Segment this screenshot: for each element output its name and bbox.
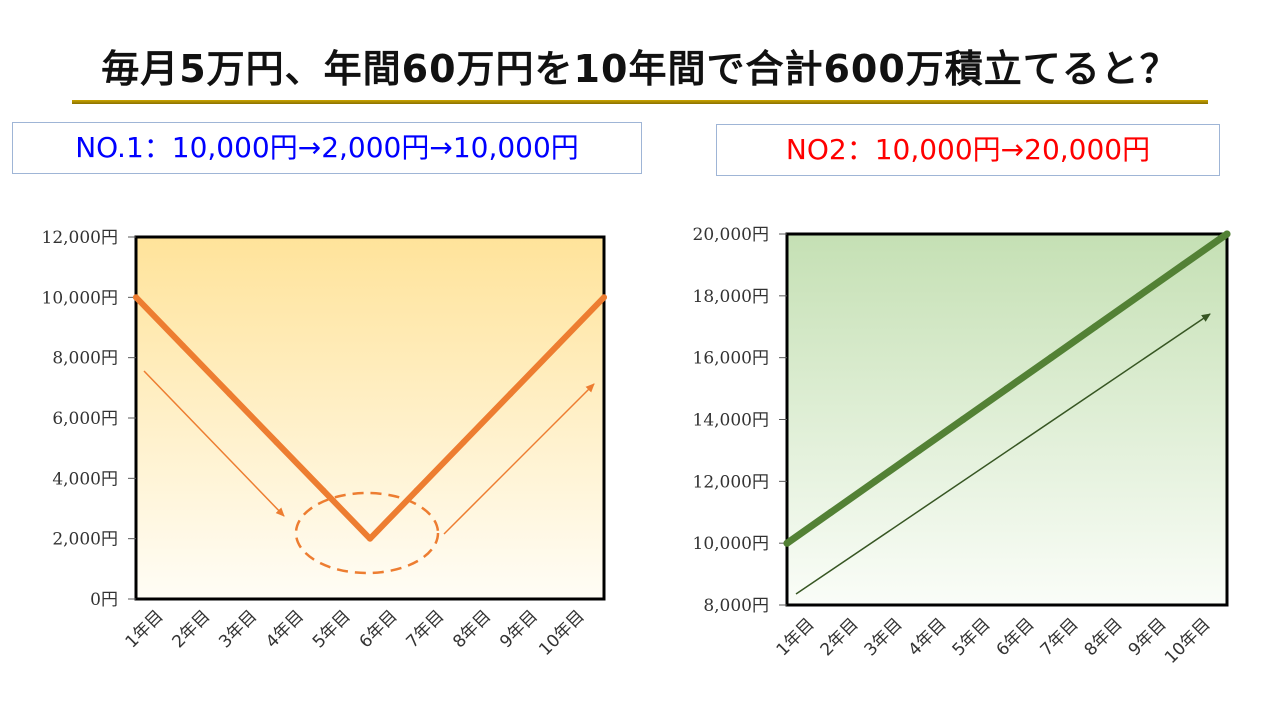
c1-x-tick-label: 4年目 <box>262 606 308 652</box>
c2-data-point <box>959 416 967 423</box>
c1-data-point <box>179 342 186 349</box>
c2-x-tick-label: 6年目 <box>993 614 1039 660</box>
c2-x-tick-label: 3年目 <box>861 614 907 660</box>
chart-2-up-arrow <box>795 313 1211 595</box>
chart-1-minimum-dashed-ellipse <box>294 491 440 575</box>
c2-x-tick-label: 1年目 <box>773 614 819 660</box>
c2-y-tick-label: 20,000円 <box>693 225 769 245</box>
chart-1-up-arrow <box>443 383 595 535</box>
c2-data-point <box>783 539 791 547</box>
c2-y-tick-label: 8,000円 <box>703 596 769 616</box>
c2-data-point <box>1179 261 1187 269</box>
c1-x-tick-label: 8年目 <box>449 606 495 652</box>
title-underline <box>72 100 1208 104</box>
c1-data-point <box>460 439 467 446</box>
chart-1-plot-area <box>134 235 606 601</box>
c2-y-tick-label: 16,000円 <box>693 349 769 369</box>
c1-x-tick-label: 2年目 <box>168 606 214 652</box>
chart-1-down-arrow <box>143 370 285 517</box>
c1-x-tick-label: 6年目 <box>356 606 402 652</box>
c2-data-point <box>871 477 879 485</box>
c2-y-tick-label: 14,000円 <box>693 411 769 431</box>
c1-x-tick-label: 1年目 <box>122 606 168 652</box>
c2-data-point <box>1091 323 1099 331</box>
c1-data-point <box>601 294 607 301</box>
c2-data-point <box>827 508 835 516</box>
c2-x-tick-label: 8年目 <box>1081 614 1127 660</box>
c1-y-tick-label: 0円 <box>90 590 118 610</box>
c1-data-point <box>507 390 514 397</box>
c2-y-tick-label: 18,000円 <box>693 287 769 307</box>
c1-y-tick-label: 2,000円 <box>52 530 118 550</box>
c2-x-tick-label: 5年目 <box>949 614 995 660</box>
c2-x-tick-label: 4年目 <box>905 614 951 660</box>
c1-x-tick-label: 3年目 <box>215 606 261 652</box>
c1-data-point <box>554 342 561 349</box>
c1-data-point <box>273 439 280 446</box>
c1-data-point <box>226 390 233 397</box>
c2-data-point <box>1047 354 1055 362</box>
c1-data-point <box>320 487 327 494</box>
c2-data-point <box>1135 292 1143 300</box>
c1-x-tick-label: 5年目 <box>309 606 355 652</box>
c1-x-tick-label: 10年目 <box>535 606 588 659</box>
c2-x-tick-label: 2年目 <box>817 614 863 660</box>
c1-y-tick-label: 12,000円 <box>42 228 118 248</box>
c2-data-point <box>1003 385 1011 393</box>
c1-y-tick-label: 8,000円 <box>52 349 118 369</box>
scenario-1-label: NO.1：10,000円→2,000円→10,000円 <box>12 122 642 174</box>
scenario-2-label: NO2：10,000円→20,000円 <box>716 124 1220 176</box>
c1-x-tick-label: 7年目 <box>402 606 448 652</box>
c1-data-point <box>367 535 373 542</box>
page-title: 毎月5万円、年間60万円を10年間で合計600万積立てると？ <box>101 47 1179 91</box>
c2-data-point <box>915 446 923 454</box>
c1-data-point <box>133 294 139 301</box>
c1-y-tick-label: 10,000円 <box>42 288 118 308</box>
c2-data-point <box>1223 230 1231 238</box>
c2-y-tick-label: 10,000円 <box>693 534 769 554</box>
c1-y-tick-label: 6,000円 <box>52 409 118 429</box>
c2-x-tick-label: 7年目 <box>1037 614 1083 660</box>
c1-data-point <box>413 487 420 494</box>
c1-y-tick-label: 4,000円 <box>52 469 118 489</box>
c2-x-tick-label: 10年目 <box>1161 614 1214 667</box>
chart-2-plot-area <box>785 232 1229 607</box>
c2-y-tick-label: 12,000円 <box>693 472 769 492</box>
